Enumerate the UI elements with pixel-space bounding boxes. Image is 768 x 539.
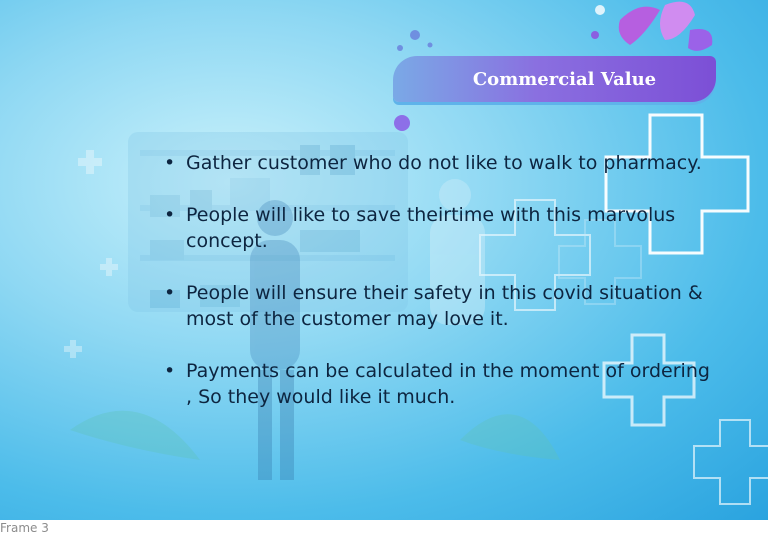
bullet-item: • People will like to save theirtime wit… [160, 202, 720, 254]
bullet-item: • Gather customer who do not like to wal… [160, 150, 720, 176]
bullet-text: Payments can be calculated in the moment… [186, 360, 710, 408]
pharmacy-illustration [70, 1, 768, 505]
bullet-dot-icon: • [164, 152, 176, 174]
bullet-text: People will like to save theirtime with … [186, 204, 676, 252]
bullet-text: People will ensure their safety in this … [186, 282, 703, 330]
bullet-item: • Payments can be calculated in the mome… [160, 358, 720, 410]
slide-title: Commercial Value [472, 68, 657, 90]
bullet-list: • Gather customer who do not like to wal… [160, 150, 720, 436]
bullet-text: Gather customer who do not like to walk … [186, 152, 702, 174]
slide-canvas: Commercial Value • Gather customer who d… [0, 0, 768, 520]
frame-label[interactable]: Frame 3 [0, 521, 49, 535]
title-banner: Commercial Value [393, 56, 716, 102]
bullet-dot-icon: • [164, 204, 176, 226]
bullet-dot-icon: • [164, 360, 176, 382]
bullet-item: • People will ensure their safety in thi… [160, 280, 720, 332]
bullet-dot-icon: • [164, 282, 176, 304]
